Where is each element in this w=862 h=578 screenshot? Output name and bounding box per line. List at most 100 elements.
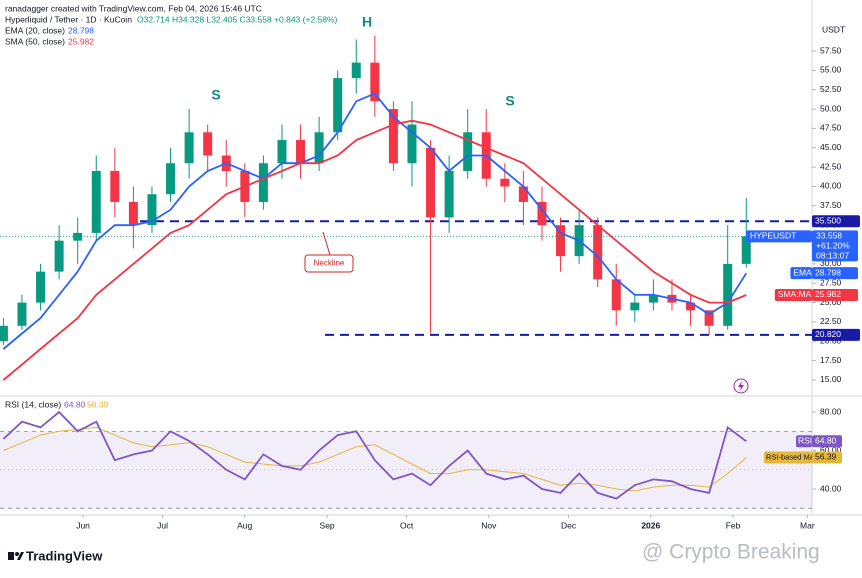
- candle-body: [128, 201, 138, 226]
- candle-body: [704, 310, 714, 326]
- series-line: [3, 426, 747, 492]
- logo: [8, 552, 24, 560]
- candle-body: [537, 201, 547, 226]
- series-tag-box: [796, 435, 812, 448]
- candle-body: [314, 132, 324, 164]
- watermark: @ Crypto Breaking: [642, 541, 820, 564]
- series-tag: SMA:MA: [778, 289, 812, 299]
- logo-mark: [15, 552, 19, 556]
- candle-body: [370, 62, 380, 102]
- series-tag-box: [764, 451, 812, 464]
- legend-value: 25.982: [68, 36, 94, 46]
- x-tick-label: Jul: [157, 520, 168, 530]
- candle-body: [0, 325, 8, 342]
- credit: ranadagger created with TradingView.com,…: [5, 3, 262, 13]
- candle-body: [611, 279, 621, 311]
- candle-body: [686, 302, 696, 311]
- candle-body: [277, 140, 287, 164]
- x-tick-label: Oct: [400, 520, 414, 530]
- x-tick-label: Sep: [320, 520, 335, 530]
- candle-body: [463, 132, 473, 171]
- y-tick-label: 40.00: [820, 181, 842, 191]
- level-label-box: [812, 215, 860, 228]
- labels-layer: ranadagger created with TradingView.com,…: [5, 3, 860, 564]
- logo-mark: [8, 552, 14, 560]
- legend-name: SMA (50, close): [5, 36, 65, 46]
- y-tick-label: 57.50: [820, 45, 842, 55]
- candle-body: [741, 236, 751, 264]
- candle-body: [407, 124, 417, 164]
- legend-value: 28.798: [68, 25, 94, 35]
- candle-body: [518, 186, 528, 202]
- series-line: [2, 410, 747, 500]
- candle-body: [648, 294, 658, 303]
- y-tick-label: 40.00: [820, 483, 842, 493]
- series-value: 28.798: [815, 267, 841, 277]
- symbol-label: HYPEUSDT: [750, 231, 796, 241]
- candle-body: [500, 178, 510, 187]
- series-tag: RSI: [798, 436, 812, 446]
- candle-body: [110, 170, 120, 202]
- price-box: [812, 230, 858, 262]
- candle-body: [203, 132, 213, 156]
- x-tick-label: Feb: [726, 520, 741, 530]
- symbol-box: [746, 230, 812, 243]
- countdown-label: 08:13:07: [816, 251, 849, 261]
- candle-body: [630, 302, 640, 311]
- y-tick-label: 27.50: [820, 277, 842, 287]
- candle-body: [556, 225, 566, 257]
- y-tick-label: 45.00: [820, 142, 842, 152]
- candle-body: [184, 132, 194, 164]
- brand: TradingView: [26, 548, 103, 563]
- logo-mark: [17, 552, 24, 560]
- currency: USDT: [822, 24, 845, 34]
- series-value: 56.39: [815, 452, 837, 462]
- x-tick-label: 2026: [641, 520, 660, 530]
- y-tick-label: 55.00: [820, 65, 842, 75]
- legend-value: 64.80: [64, 399, 86, 409]
- callout-box: [304, 254, 354, 273]
- series-tag: RSI-based MA: [766, 452, 815, 461]
- legend-name: EMA (20, close): [5, 25, 65, 35]
- series-tag-box: [790, 267, 812, 280]
- series-value: 64.80: [815, 436, 837, 446]
- symbol-title: Hyperliquid / Tether · 1D · KuCoin: [5, 14, 132, 24]
- x-tick-label: Mar: [800, 520, 815, 530]
- y-tick-label: 37.50: [820, 200, 842, 210]
- pane-title: RSI (14, close): [5, 399, 61, 409]
- pattern-label: S: [211, 87, 220, 103]
- candle-body: [17, 302, 27, 326]
- y-tick-label: 42.50: [820, 161, 842, 171]
- candle-body: [351, 62, 361, 79]
- event-icon[interactable]: [738, 381, 744, 391]
- candle-body: [36, 271, 46, 303]
- candle-body: [388, 109, 398, 164]
- rsi-band: [0, 431, 812, 509]
- series-value-box: [812, 288, 858, 301]
- level-label: 20.820: [815, 329, 841, 339]
- level-label: 35.500: [815, 216, 841, 226]
- series-value-box: [812, 267, 858, 280]
- x-tick-label: Nov: [481, 520, 497, 530]
- y-tick-label: 60.00: [820, 445, 842, 455]
- candle-body: [444, 170, 454, 218]
- legend-value: 56.39: [87, 399, 109, 409]
- candle-body: [296, 140, 306, 164]
- price-label: 33.558: [816, 231, 842, 241]
- pattern-label: S: [505, 93, 514, 109]
- level-label-box: [812, 328, 860, 341]
- pattern-label: H: [362, 14, 372, 30]
- callout-pointer: [322, 231, 331, 256]
- y-tick-label: 80.00: [820, 406, 842, 416]
- y-tick-label: 17.50: [820, 355, 842, 365]
- ohlc: O32.714 H34.328 L32.405 C33.558 +0.843 (…: [137, 14, 338, 24]
- x-tick-label: Jun: [76, 520, 90, 530]
- candle-body: [333, 78, 343, 133]
- event-icon[interactable]: [733, 378, 749, 394]
- candle-body: [426, 147, 436, 218]
- y-tick-label: 15.00: [820, 374, 842, 384]
- series-line: [2, 119, 747, 381]
- series-tag: EMA: [793, 267, 812, 277]
- y-tick-label: 30.00: [820, 258, 842, 268]
